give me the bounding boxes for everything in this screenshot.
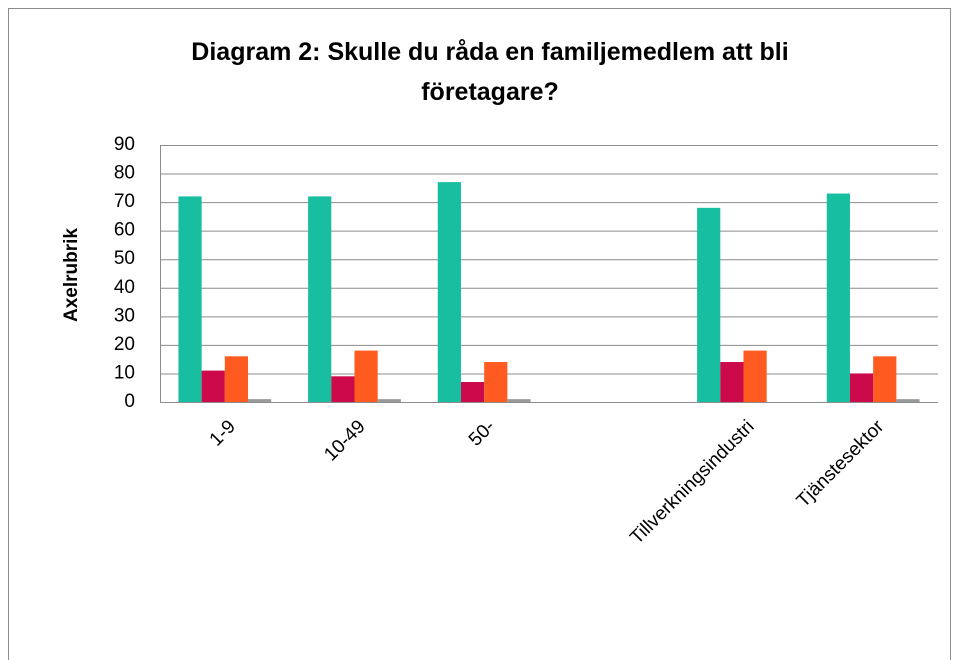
x-tick-label: 50- (465, 416, 499, 450)
bar (826, 193, 850, 402)
y-tick-label: 70 (114, 191, 135, 212)
y-tick-label: 30 (114, 305, 135, 326)
y-axis-label: Axelrubrik (61, 228, 82, 322)
x-tick-label: 1-9 (206, 416, 240, 450)
y-tick-label: 40 (114, 277, 135, 298)
bar (460, 382, 485, 402)
bar (849, 373, 874, 402)
bar (248, 399, 272, 402)
x-tick-label: Tjänstesektor (793, 416, 889, 512)
frame-border (8, 8, 951, 660)
y-tick-label: 10 (114, 362, 135, 383)
y-tick-label: 90 (114, 134, 135, 155)
bar (743, 350, 767, 402)
y-tick-label: 0 (124, 391, 135, 412)
bar (224, 356, 249, 402)
bar (201, 370, 225, 402)
y-tick-label: 50 (114, 248, 135, 269)
bar (331, 376, 355, 402)
bar (178, 196, 202, 402)
bar (697, 207, 721, 402)
bar (507, 399, 531, 402)
bar (896, 399, 920, 402)
bar (484, 362, 508, 402)
y-tick-label: 20 (114, 334, 135, 355)
bar (873, 356, 897, 402)
bar (437, 182, 461, 402)
bar (720, 362, 744, 402)
bar (308, 196, 332, 402)
y-tick-label: 60 (114, 220, 135, 241)
bar (354, 350, 378, 402)
y-tick-label: 80 (114, 163, 135, 184)
chart-title: Diagram 2: Skulle du råda en familjemedl… (191, 38, 789, 106)
x-tick-label: 10-49 (320, 416, 369, 465)
bar (377, 399, 401, 402)
x-tick-label: Tillverkningsindustri (626, 416, 758, 548)
